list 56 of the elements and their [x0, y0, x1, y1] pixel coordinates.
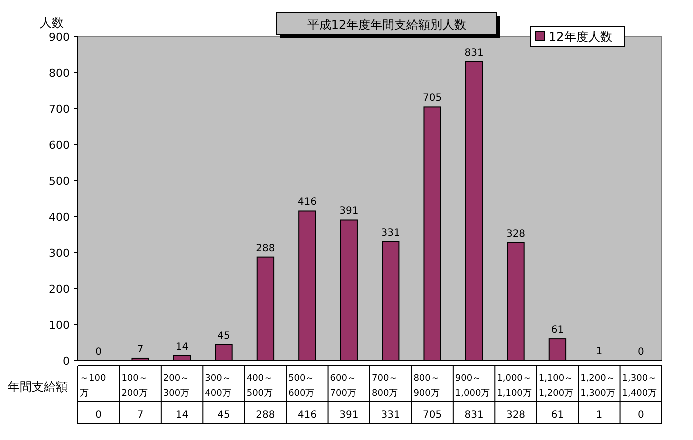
- x-tick-label: 700～ 800万: [372, 374, 398, 399]
- text: 416: [298, 410, 317, 421]
- text: 328: [506, 410, 526, 421]
- data-label: 328: [506, 228, 526, 240]
- data-label: 331: [381, 228, 400, 239]
- data-label: 45: [218, 330, 230, 342]
- x-tick-label: 500～ 600万: [288, 374, 315, 399]
- x-tick-label: 1,000～ 1,100万: [497, 374, 532, 399]
- y-tick-label: 900: [49, 31, 70, 44]
- data-label: 391: [340, 206, 359, 218]
- x-axis-title: 年間支給額: [8, 380, 68, 394]
- text: 7: [137, 410, 144, 421]
- y-tick-label: 100: [49, 319, 70, 332]
- x-tick-label: 1,200～ 1,300万: [580, 374, 616, 399]
- text: 14: [176, 410, 189, 421]
- x-tick-label: 400～ 500万: [246, 374, 274, 399]
- data-label: 831: [464, 48, 484, 59]
- text: 0: [96, 410, 102, 421]
- text: 288: [256, 410, 276, 421]
- text: 61: [551, 410, 564, 421]
- y-tick-label: 500: [49, 175, 70, 188]
- text: 831: [464, 410, 484, 421]
- x-tick-label: 300～ 400万: [205, 374, 232, 399]
- y-tick-label: 800: [49, 67, 70, 80]
- text: 1: [596, 410, 603, 421]
- data-label: 416: [298, 197, 317, 208]
- text: 705: [423, 410, 442, 421]
- y-axis-title: 人数: [40, 16, 64, 30]
- y-tick-label: 0: [63, 355, 70, 368]
- x-tick-label: 600～ 700万: [330, 374, 356, 399]
- data-label: 14: [176, 342, 189, 353]
- y-tick-label: 200: [49, 283, 70, 296]
- text: 331: [381, 410, 400, 421]
- y-tick-label: 400: [49, 211, 70, 224]
- x-tick-label: 1,300～ 1,400万: [622, 374, 658, 399]
- x-tick-label: 800～ 900万: [414, 374, 440, 399]
- x-tick-label: 900～ 1,000万: [455, 374, 490, 399]
- text: 0: [638, 410, 644, 421]
- data-label: 288: [256, 243, 276, 254]
- chart-title: 平成12年度年間支給額別人数: [307, 18, 467, 32]
- y-tick-label: 600: [49, 139, 70, 152]
- data-label: 0: [96, 347, 102, 358]
- legend-label: 12年度人数: [549, 30, 612, 44]
- data-label: 0: [638, 347, 644, 358]
- data-label: 61: [551, 325, 564, 336]
- text: 45: [218, 410, 230, 421]
- data-label: 1: [596, 346, 603, 358]
- data-label: 705: [423, 93, 442, 104]
- x-tick-label: 100～ 200万: [122, 374, 148, 399]
- data-label: 7: [137, 344, 144, 356]
- y-tick-label: 300: [49, 247, 70, 260]
- x-tick-label: 200～ 300万: [163, 374, 190, 399]
- y-tick-label: 700: [49, 103, 70, 116]
- text: 391: [340, 410, 359, 421]
- x-tick-label: 1,100～ 1,200万: [538, 374, 574, 399]
- x-tick-label: ～100 万: [80, 374, 106, 399]
